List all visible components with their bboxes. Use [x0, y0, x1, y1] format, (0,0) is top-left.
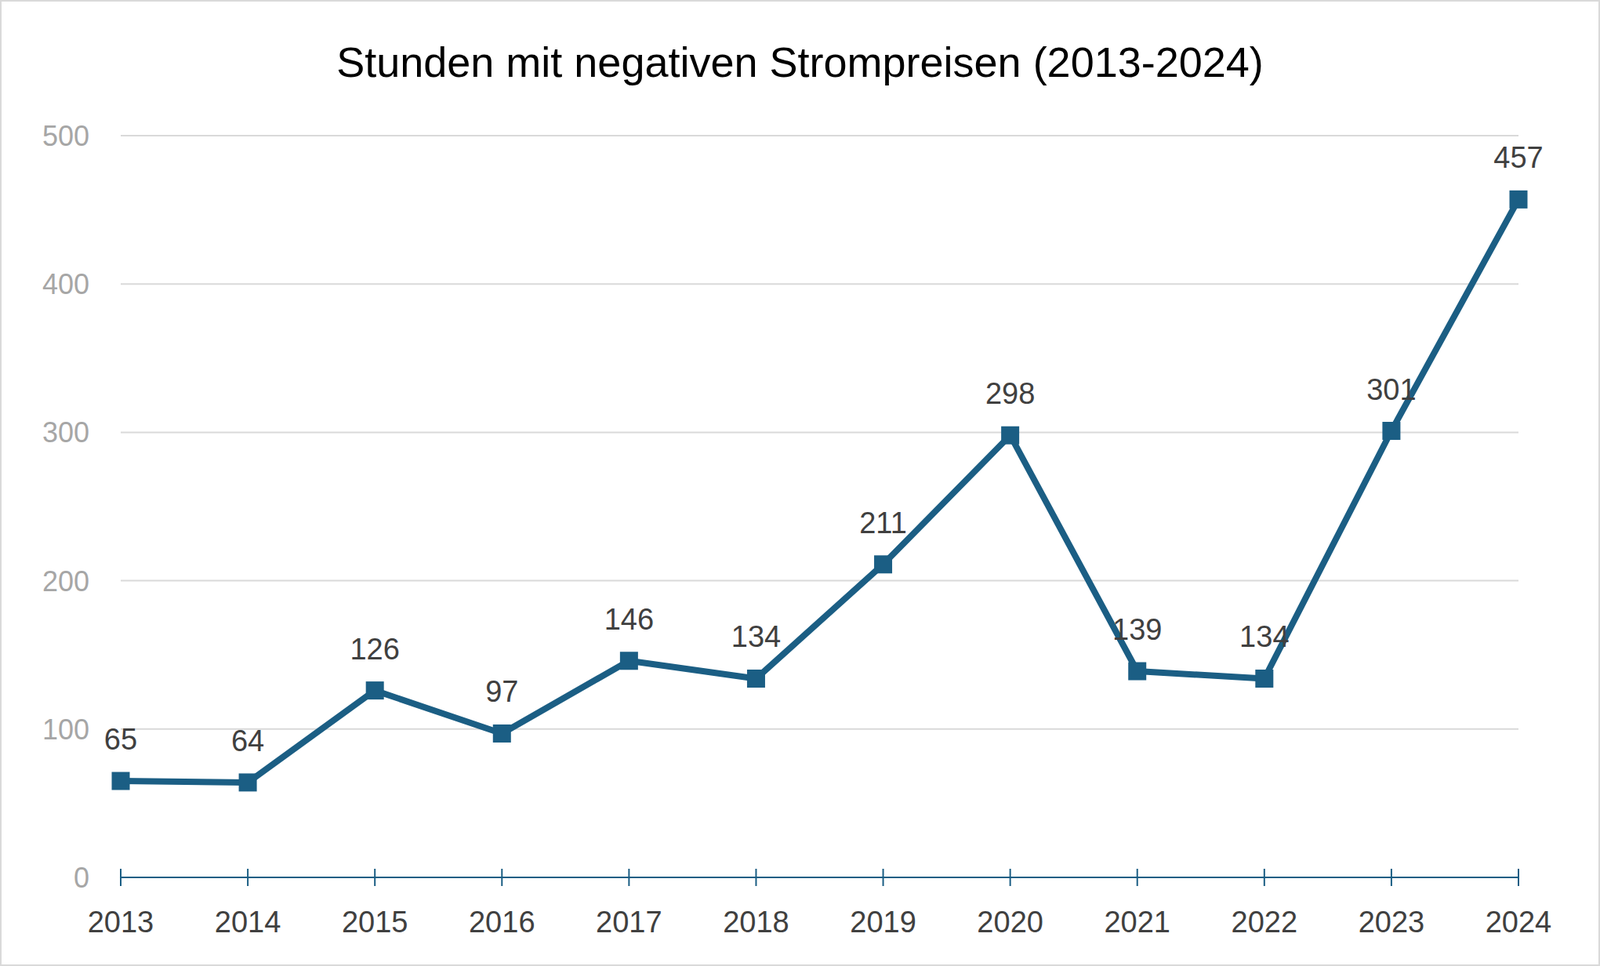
x-tick-label: 2021: [1103, 905, 1171, 939]
data-label: 97: [485, 674, 519, 708]
x-tick-label: 2018: [722, 905, 790, 939]
data-label: 126: [349, 632, 400, 666]
x-tick: [246, 868, 249, 886]
y-tick-label: 0: [73, 861, 90, 894]
x-tick-label: 2017: [595, 905, 663, 939]
marker: [874, 555, 893, 574]
x-tick: [119, 868, 122, 886]
grid-line: [120, 580, 1519, 582]
x-tick: [1517, 868, 1520, 886]
marker: [112, 772, 131, 791]
data-label: 301: [1366, 373, 1416, 407]
x-tick: [373, 868, 376, 886]
x-tick: [1009, 868, 1012, 886]
plot-area: [112, 190, 1528, 792]
x-tick-label: 2015: [341, 905, 409, 939]
data-label: 146: [604, 602, 654, 636]
x-tick: [754, 868, 757, 886]
x-tick: [1390, 868, 1393, 886]
chart-border: [0, 0, 1600, 966]
x-tick-label: 2014: [214, 905, 282, 939]
grid-line: [120, 134, 1519, 137]
x-tick: [1136, 868, 1139, 886]
y-tick-label: 200: [42, 565, 90, 598]
marker: [1128, 662, 1147, 681]
x-tick-label: 2024: [1485, 905, 1553, 939]
x-tick-label: 2020: [976, 905, 1044, 939]
marker: [1255, 669, 1274, 688]
data-label: 139: [1112, 613, 1162, 646]
data-label: 65: [104, 722, 138, 756]
grid-line: [120, 431, 1519, 433]
series-line: [120, 199, 1519, 783]
data-label: 211: [859, 506, 908, 540]
x-axis: [120, 876, 1519, 879]
title: Stunden mit negativen Strompreisen (2013…: [336, 38, 1264, 86]
marker: [1001, 426, 1020, 445]
marker: [1382, 421, 1401, 440]
y-tick-label: 300: [42, 416, 90, 449]
data-label: 134: [731, 620, 781, 654]
grid-line: [120, 728, 1519, 730]
x-tick-label: 2022: [1231, 905, 1299, 939]
data-label: 298: [985, 377, 1035, 410]
marker: [239, 772, 258, 791]
marker: [366, 681, 385, 700]
x-tick: [882, 868, 885, 886]
chart: Stunden mit negativen Strompreisen (2013…: [0, 0, 1600, 966]
y-tick-label: 500: [42, 119, 90, 153]
data-label: 134: [1239, 620, 1289, 654]
data-label: 457: [1493, 141, 1543, 175]
marker: [747, 669, 766, 688]
x-tick: [500, 868, 503, 886]
x-tick-label: 2016: [468, 905, 536, 939]
x-tick: [1263, 868, 1266, 886]
x-tick-label: 2023: [1358, 905, 1426, 939]
y-tick-label: 100: [42, 713, 90, 746]
grid-line: [120, 282, 1519, 285]
x-tick-label: 2019: [849, 905, 917, 939]
marker: [493, 724, 512, 743]
x-tick: [627, 868, 630, 886]
data-label: 64: [231, 724, 265, 758]
marker: [620, 651, 639, 670]
y-tick-label: 400: [42, 268, 90, 301]
x-tick-label: 2013: [87, 905, 155, 939]
marker: [1509, 190, 1528, 209]
